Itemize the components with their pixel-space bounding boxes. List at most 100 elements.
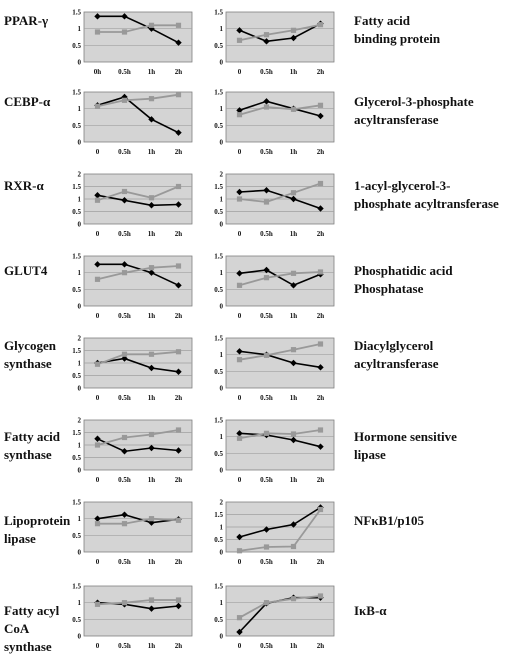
y-tick-label: 1.5	[214, 583, 223, 591]
y-tick-label: 0	[78, 303, 82, 311]
data-point	[175, 447, 182, 454]
x-tick-label: 0	[238, 394, 242, 402]
data-point	[94, 361, 101, 367]
x-tick-label: 0	[238, 642, 242, 650]
x-tick-label: 2h	[175, 642, 183, 650]
y-tick-label: 1	[220, 105, 224, 113]
x-tick-label: 2h	[317, 68, 325, 76]
plot-area	[225, 419, 335, 471]
data-point	[290, 195, 297, 203]
x-tick-label: 0.5h	[260, 642, 273, 650]
data-point	[94, 442, 101, 448]
y-tick-label: 1	[78, 105, 82, 113]
x-tick-label: 0.5h	[118, 394, 131, 402]
data-point	[263, 275, 270, 281]
data-point	[94, 276, 101, 282]
y-tick-label: 1.5	[72, 9, 81, 17]
data-point	[148, 597, 155, 603]
series-line	[239, 104, 321, 116]
data-point	[263, 600, 270, 606]
y-tick-label: 0.5	[214, 450, 223, 458]
panel-label: IκB-α	[354, 603, 387, 618]
y-tick-label: 1.5	[72, 347, 81, 355]
x-tick-label: 0	[238, 68, 242, 76]
y-tick-label: 0.5	[72, 286, 81, 294]
series-line	[97, 429, 179, 446]
y-tick-label: 0	[220, 139, 224, 147]
series-line	[97, 96, 179, 134]
y-tick-label: 1	[78, 196, 82, 204]
line-chart: 0 0.5 1 1.5 0 0.5h 1h 2h	[214, 253, 335, 320]
data-point	[121, 97, 128, 103]
data-point	[317, 506, 324, 513]
data-point	[290, 521, 297, 528]
series-line	[97, 265, 179, 281]
x-tick-label: 0.5h	[260, 312, 273, 320]
line-chart: 0 0.5 1 1.5 2 0 0.5h 1h 2h	[214, 499, 335, 566]
data-point	[94, 435, 101, 442]
series-line	[239, 508, 322, 552]
x-tick-label: 1h	[290, 148, 298, 156]
y-tick-label: 0.5	[214, 536, 223, 544]
data-point	[121, 448, 128, 455]
panel-label: Glycogen synthase	[4, 338, 56, 371]
panel-label: Fatty acid binding protein	[354, 13, 441, 46]
y-tick-label: 0.5	[214, 616, 223, 624]
data-point	[175, 22, 182, 28]
x-tick-label: 0	[238, 558, 242, 566]
panel-label: 1-acyl-glycerol-3- phosphate acyltransfe…	[354, 178, 499, 211]
data-point	[263, 526, 270, 533]
data-point	[317, 341, 324, 347]
plot-area	[225, 337, 335, 389]
data-point	[263, 544, 270, 550]
y-tick-label: 1	[220, 433, 224, 441]
line-chart: 0 0.5 1 1.5 2 0 0.5h 1h 2h	[72, 171, 193, 238]
series-line	[239, 100, 321, 117]
x-tick-label: 0.5h	[260, 148, 273, 156]
x-tick-label: 1h	[290, 230, 298, 238]
series-line	[97, 194, 179, 207]
y-tick-label: 0	[220, 549, 224, 557]
panel-label: Fatty acid synthase	[4, 429, 60, 462]
y-tick-label: 1.5	[214, 511, 223, 519]
data-point	[175, 183, 182, 190]
panel-label: Diacylglycerol acyltransferase	[354, 338, 439, 371]
y-tick-label: 0.5	[72, 208, 81, 216]
x-tick-label: 1h	[148, 68, 156, 76]
series-line	[239, 506, 321, 538]
y-tick-label: 0.5	[214, 286, 223, 294]
y-tick-label: 1.5	[72, 429, 81, 437]
x-tick-label: 0	[96, 394, 100, 402]
y-tick-label: 1.5	[72, 253, 81, 261]
y-tick-label: 1	[220, 524, 224, 532]
x-tick-label: 1h	[148, 148, 156, 156]
line-chart: 0 0.5 1 1.5 2 0 0.5h 1h 2h	[72, 335, 193, 402]
panel-label: Lipoprotein lipase	[4, 513, 71, 546]
y-tick-label: 0	[220, 221, 224, 229]
series-line	[239, 22, 321, 43]
data-point	[175, 349, 182, 355]
x-tick-label: 2h	[175, 312, 183, 320]
data-point	[236, 533, 243, 541]
data-point	[121, 600, 128, 606]
y-tick-label: 1.5	[214, 253, 223, 261]
x-tick-label: 0.5h	[118, 148, 131, 156]
data-point	[317, 443, 324, 450]
y-tick-label: 1.5	[214, 183, 223, 191]
x-tick-label: 0	[96, 148, 100, 156]
line-chart: 0 0.5 1 1.5 0 0.5h 1h 2h	[214, 9, 335, 76]
data-point	[236, 196, 243, 202]
series-line	[239, 189, 321, 210]
data-point	[236, 430, 243, 437]
line-chart: 0 0.5 1 1.5 0 0.5h 1h 2h	[72, 499, 193, 566]
plot-area	[225, 11, 335, 63]
data-point	[148, 364, 155, 372]
panel-label: RXR-α	[4, 178, 44, 193]
x-tick-label: 0.5h	[118, 312, 131, 320]
data-point	[236, 357, 243, 363]
panel-label: Glycerol-3-phosphate acyltransferase	[354, 94, 474, 127]
data-point	[175, 602, 182, 610]
x-tick-label: 1h	[290, 476, 298, 484]
x-tick-label: 2h	[175, 558, 183, 566]
y-tick-label: 1.5	[214, 9, 223, 17]
